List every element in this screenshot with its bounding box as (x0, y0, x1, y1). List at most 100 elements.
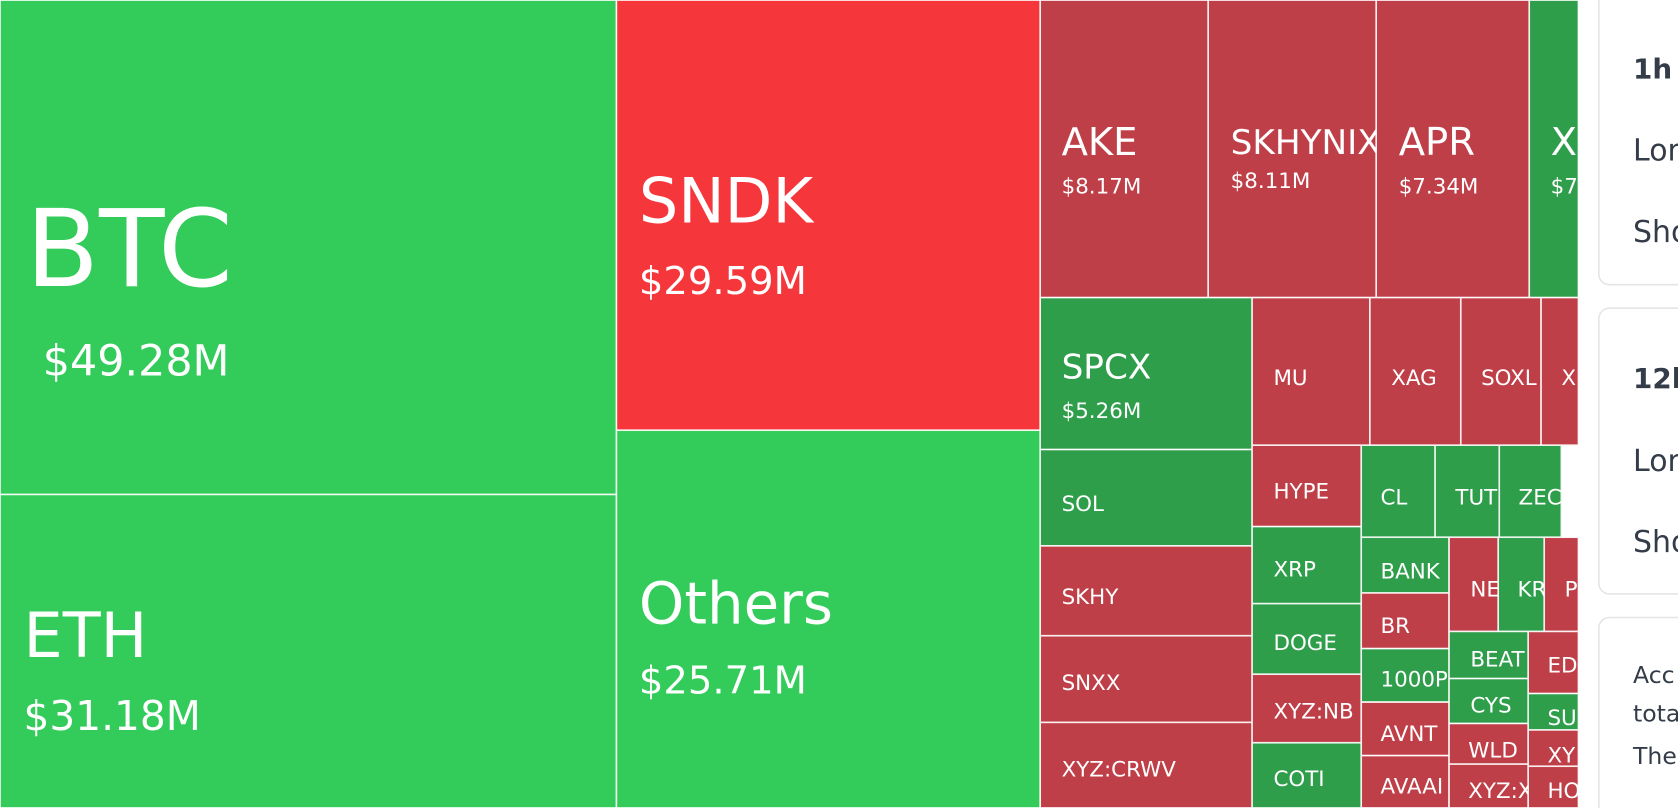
tile-bg (1448, 537, 1499, 632)
tile-bg (616, 430, 1041, 808)
tile[interactable]: ETH $31.18M (0, 494, 617, 808)
tile[interactable]: HO (1528, 766, 1580, 808)
tile-label: BANK (1380, 560, 1440, 585)
tile[interactable]: APR $7.34M (1376, 0, 1530, 298)
tile[interactable]: Others $25.71M (616, 430, 1041, 808)
tile-bg (1252, 742, 1362, 808)
card-line: Acc (1633, 661, 1675, 689)
tile-value: $8.17M (1062, 174, 1142, 199)
tile[interactable]: XYZ:CRWV (1040, 722, 1253, 808)
tile-label: P (1565, 578, 1578, 603)
tile-label: XYZ:X (1468, 779, 1532, 804)
tile-bg (1252, 674, 1362, 743)
tile[interactable]: AVNT (1361, 702, 1449, 756)
tile[interactable]: AKE $8.17M (1040, 0, 1209, 298)
tile[interactable]: 1000P (1361, 648, 1449, 703)
tile[interactable]: DOGE (1252, 603, 1362, 675)
tile[interactable]: SNXX (1040, 635, 1253, 723)
side-panel: 1h Lon Sho 12h Lon Sho Acc tota The (1598, 0, 1678, 808)
tile[interactable]: SNDK $29.59M (616, 0, 1041, 431)
tile-label: Others (639, 569, 833, 637)
tile-label: SOXL (1481, 366, 1537, 391)
tile[interactable]: AVAAI (1361, 755, 1449, 808)
tile-bg (1460, 297, 1542, 446)
tile-label: X (1561, 366, 1576, 391)
tile-bg (1499, 445, 1562, 538)
tile-bg (1528, 631, 1579, 694)
tile-bg (1369, 297, 1461, 446)
tile[interactable]: SOL (1040, 449, 1253, 546)
tile[interactable]: MU (1252, 297, 1370, 446)
tile[interactable]: BEAT (1448, 631, 1529, 679)
tile[interactable]: WLD (1448, 723, 1529, 765)
tile-bg (1361, 755, 1449, 808)
card-title: 1h (1633, 53, 1672, 86)
tile-label: MU (1273, 366, 1307, 391)
tile-bg (1040, 545, 1253, 636)
tile-label: ETH (24, 599, 148, 672)
tile-label: 1000P (1380, 668, 1447, 693)
tile-label: AVAAI (1380, 775, 1443, 800)
tile-value: $7.34M (1399, 174, 1479, 199)
card-line: tota (1633, 699, 1678, 727)
tile[interactable]: ZEC (1499, 445, 1562, 538)
tile[interactable]: SKHY (1040, 545, 1253, 636)
tile[interactable]: TUT (1435, 445, 1500, 538)
tile-bg (1040, 635, 1253, 723)
tile[interactable]: XRP (1252, 526, 1362, 604)
tile[interactable]: BTC $49.28M (0, 0, 617, 495)
tile-bg (1040, 297, 1253, 450)
tile-bg (1252, 445, 1362, 527)
card (1598, 616, 1678, 808)
tile[interactable]: X (1541, 297, 1579, 446)
tile-bg (1448, 723, 1529, 765)
tile[interactable]: P (1544, 537, 1579, 632)
card-line: The (1632, 742, 1677, 770)
tile-value: $49.28M (43, 336, 230, 386)
tile-bg (1040, 722, 1253, 808)
tile-bg (1208, 0, 1377, 298)
tile[interactable]: NE (1448, 537, 1500, 632)
tile-bg (1361, 445, 1436, 538)
tile-bg (1361, 648, 1449, 703)
tile[interactable]: XYZ:NB (1252, 674, 1362, 743)
tile-label: ZEC (1519, 486, 1562, 511)
tile-bg (1448, 764, 1529, 808)
tile[interactable]: SU (1528, 693, 1579, 731)
card-line: Lon (1633, 444, 1678, 479)
tile[interactable]: HYPE (1252, 445, 1362, 527)
tile-label: NE (1470, 578, 1500, 603)
tile[interactable]: XAG (1369, 297, 1461, 446)
tile-label: SKHYNIX (1231, 123, 1381, 163)
tile[interactable]: ED (1528, 631, 1579, 694)
tile-bg (1252, 603, 1362, 675)
tile-label: BR (1380, 614, 1410, 639)
tile-bg (1361, 592, 1449, 649)
tile-label: BEAT (1470, 647, 1525, 672)
tile-bg (1544, 537, 1579, 632)
tile[interactable]: XYZ:X (1448, 764, 1533, 808)
tile-label: KR (1517, 578, 1546, 603)
card-line: Sho (1633, 525, 1678, 560)
tile[interactable]: CYS (1448, 678, 1529, 724)
tile-value: $29.59M (639, 259, 807, 304)
tile[interactable]: BR (1361, 592, 1449, 649)
tile[interactable]: SPCX $5.26M (1040, 297, 1253, 450)
tile-label: XRP (1273, 557, 1316, 582)
tile[interactable]: CL (1361, 445, 1436, 538)
tile[interactable]: KR (1498, 537, 1546, 632)
tile-label: AVNT (1380, 722, 1438, 747)
tile[interactable]: COTI (1252, 742, 1362, 808)
tile[interactable]: BANK (1361, 537, 1449, 593)
tile-bg (1528, 766, 1579, 808)
tile-label: XYZ:CRWV (1062, 758, 1177, 783)
treemap: BTC $49.28M ETH $31.18M SNDK $29.59M Others $25… (0, 0, 1580, 808)
tile[interactable]: XY (1528, 729, 1579, 769)
tile-label: AKE (1062, 120, 1138, 165)
tile-bg (1252, 526, 1362, 604)
tile[interactable]: SOXL (1460, 297, 1542, 446)
tile[interactable]: X $7 (1529, 0, 1579, 298)
tile[interactable]: SKHYNIX $8.11M (1208, 0, 1380, 298)
